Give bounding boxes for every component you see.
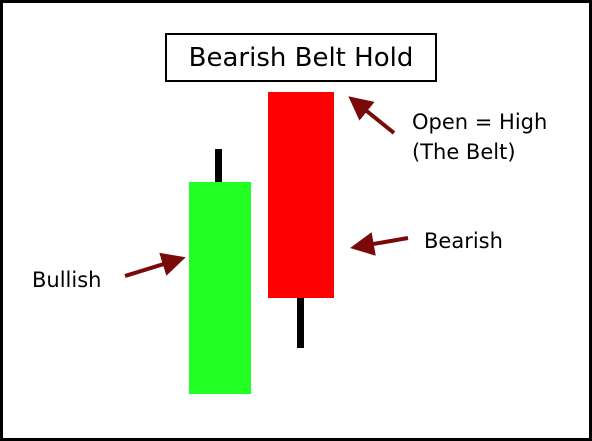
arrows-layer	[124, 96, 409, 278]
diagram-title: Bearish Belt Hold	[165, 33, 437, 82]
bullish-candle-body	[189, 182, 251, 394]
open-high-label-line1: Open = High	[412, 110, 548, 134]
bullish-label: Bullish	[32, 268, 102, 292]
bearish-arrow	[350, 232, 409, 256]
bearish-label: Bearish	[424, 229, 503, 253]
open-high-arrow	[348, 96, 396, 135]
bearish-lower-wick	[297, 298, 304, 348]
bullish-arrow	[124, 252, 186, 278]
open-high-label-line2: (The Belt)	[412, 140, 516, 164]
bullish-upper-wick	[215, 149, 222, 185]
bearish-candle-body	[268, 92, 334, 298]
